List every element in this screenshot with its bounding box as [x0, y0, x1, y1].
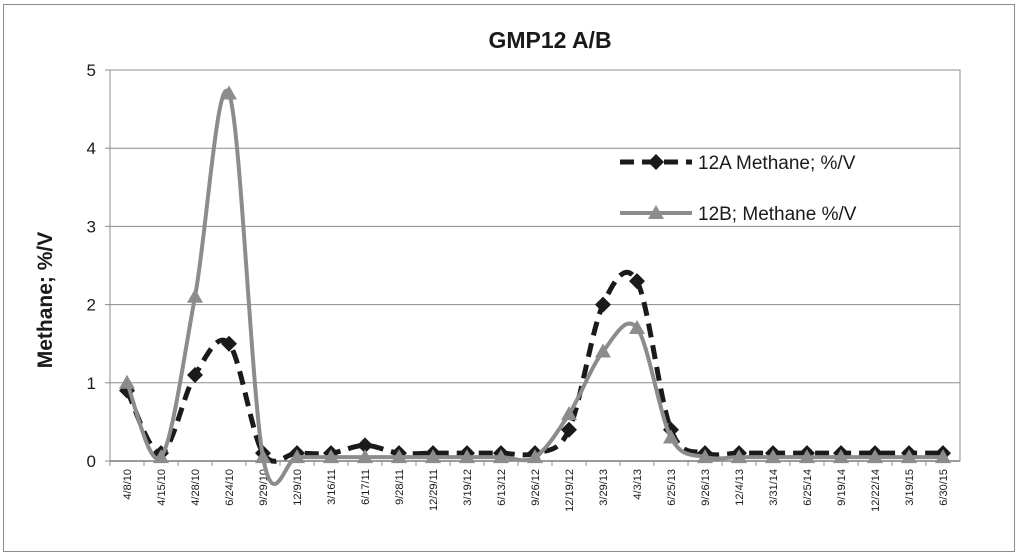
- x-tick-label: 3/19/12: [462, 469, 474, 506]
- x-tick-label: 9/26/13: [700, 469, 712, 506]
- series-2-point: [391, 449, 407, 464]
- series-2-point: [357, 449, 373, 464]
- x-tick-label: 12/9/10: [292, 469, 304, 506]
- series-2-point: [629, 320, 645, 335]
- x-tick-label: 6/17/11: [360, 469, 372, 505]
- x-tick-label: 4/28/10: [190, 469, 202, 506]
- series-2-point: [289, 449, 305, 464]
- x-tick-label: 12/29/11: [428, 469, 440, 511]
- series-2-point: [221, 85, 237, 100]
- x-tick-label: 12/19/12: [564, 469, 576, 512]
- series-2-point: [935, 449, 951, 464]
- y-tick-label: 1: [87, 374, 96, 393]
- series-2-point: [595, 343, 611, 358]
- plot-border: [109, 69, 961, 462]
- series-2-point: [187, 288, 203, 303]
- series-2-point: [527, 449, 543, 464]
- series-2-point: [833, 449, 849, 464]
- series-1-point: [187, 366, 203, 383]
- series-2-point: [119, 374, 135, 389]
- series-1-point: [561, 421, 577, 438]
- series-2-point: [561, 406, 577, 421]
- series-2-point: [459, 449, 475, 464]
- series-2-point: [731, 449, 747, 464]
- x-tick-label: 9/19/14: [836, 469, 848, 506]
- legend-label-2: 12B; Methane %/V: [698, 204, 857, 225]
- series-line-2: [125, 88, 943, 487]
- series-1-point: [357, 437, 373, 454]
- series-2-point: [867, 449, 883, 464]
- x-tick-label: 12/22/14: [870, 469, 882, 512]
- series-2-point: [697, 449, 713, 464]
- x-tick-label: 4/15/10: [156, 469, 168, 506]
- series-1-point: [595, 296, 611, 313]
- series-2-point: [663, 429, 679, 444]
- x-tick-label: 4/8/10: [122, 469, 134, 500]
- y-tick-label: 0: [87, 452, 96, 471]
- x-tick-label: 12/4/13: [734, 469, 746, 506]
- series-2-point: [153, 449, 169, 464]
- x-tick-label: 3/29/13: [598, 469, 610, 506]
- x-tick-label: 4/3/13: [632, 469, 644, 500]
- chart-title: GMP12 A/B: [488, 27, 611, 53]
- x-tick-label: 9/28/11: [394, 469, 406, 505]
- y-tick-label: 2: [87, 296, 96, 315]
- legend: 12A Methane; %/V 12B; Methane %/V: [620, 153, 857, 225]
- y-tick-label: 3: [87, 217, 96, 236]
- x-tick-label: 6/13/12: [496, 469, 508, 506]
- series-2-point: [255, 449, 271, 464]
- y-axis-label: Methane; %/V: [34, 232, 57, 369]
- series-2-point: [901, 449, 917, 464]
- series-1-point: [221, 335, 237, 352]
- series-1-point: [629, 273, 645, 290]
- x-tick-label: 6/25/14: [802, 469, 814, 506]
- series-2-point: [493, 449, 509, 464]
- x-tick-label: 3/19/15: [904, 469, 916, 506]
- chart-frame: [3, 4, 1015, 552]
- x-tick-label: 9/26/12: [530, 469, 542, 506]
- series-2-point: [799, 449, 815, 464]
- x-tick-label: 6/25/13: [666, 469, 678, 506]
- series-2-point: [425, 449, 441, 464]
- legend-marker-2: [648, 205, 664, 219]
- legend-label-1: 12A Methane; %/V: [698, 153, 856, 174]
- x-tick-label: 3/16/11: [326, 469, 338, 505]
- x-tick-label: 6/30/15: [938, 469, 950, 506]
- x-tick-label: 3/31/14: [768, 469, 780, 506]
- series-2-point: [323, 449, 339, 464]
- y-tick-label: 5: [87, 61, 96, 80]
- series-2-point: [765, 449, 781, 464]
- y-tick-label: 4: [87, 139, 96, 158]
- x-tick-label: 6/24/10: [224, 469, 236, 506]
- legend-marker-1: [648, 154, 664, 170]
